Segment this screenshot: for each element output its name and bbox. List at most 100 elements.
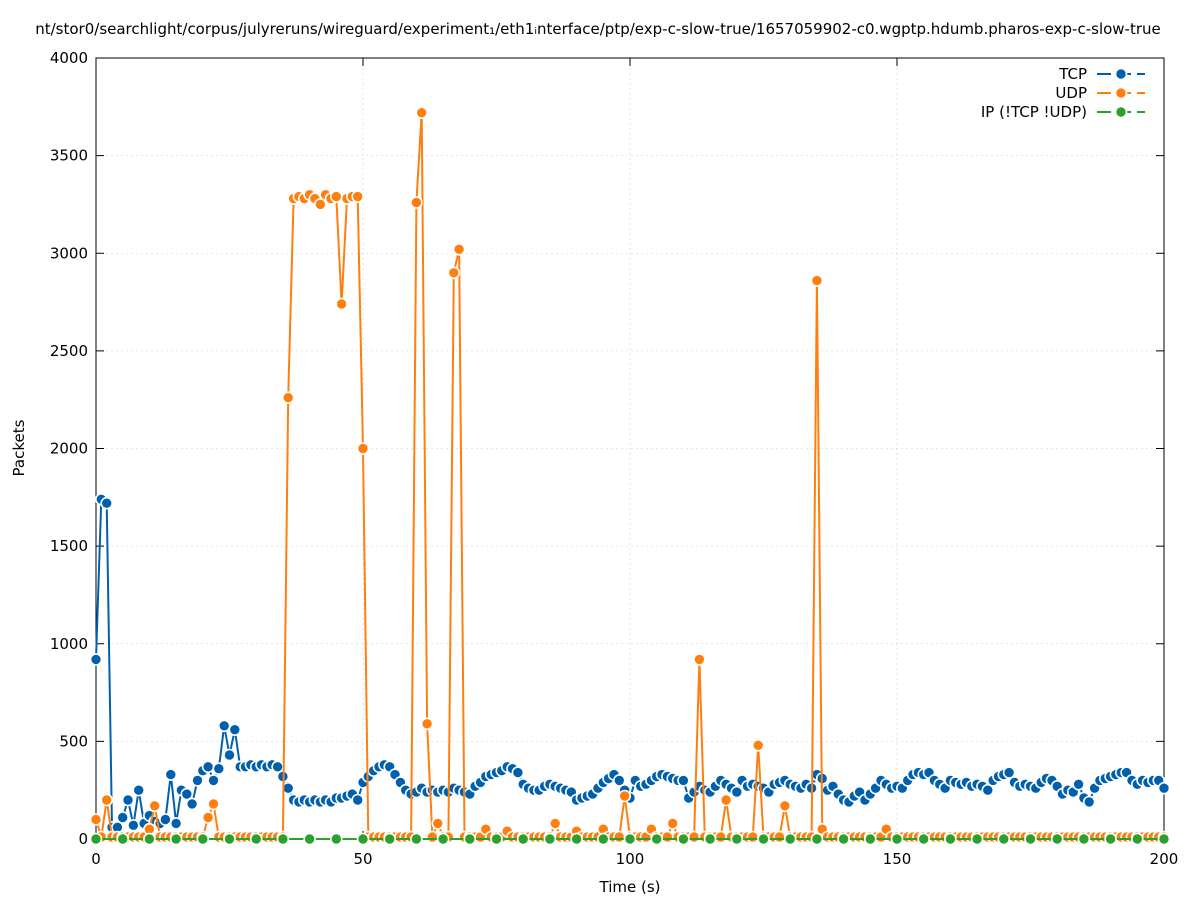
data-point	[618, 789, 632, 803]
data-point	[661, 830, 674, 844]
legend-swatch-marker	[1114, 105, 1128, 119]
data-point	[693, 653, 706, 666]
data-point	[623, 832, 637, 846]
data-point	[191, 774, 204, 787]
data-point	[185, 797, 199, 811]
data-point	[944, 832, 957, 846]
data-point	[1072, 777, 1085, 791]
data-point	[703, 832, 717, 846]
data-point	[356, 442, 370, 455]
series-layer	[89, 106, 1171, 846]
data-point	[100, 496, 113, 510]
legend-item: UDP	[1055, 84, 1145, 102]
data-point	[751, 738, 765, 752]
data-point	[351, 793, 365, 807]
y-tick-label: 3000	[50, 244, 88, 262]
data-point	[132, 783, 145, 797]
y-tick-label: 3500	[50, 147, 88, 165]
data-point	[548, 817, 562, 830]
data-point	[447, 266, 461, 280]
legend-label: TCP	[1058, 65, 1087, 83]
data-point	[223, 832, 236, 846]
x-tick-label: 50	[353, 850, 372, 868]
data-point	[207, 797, 220, 811]
data-point	[148, 799, 161, 813]
data-point	[335, 297, 348, 311]
y-tick-label: 500	[59, 732, 88, 750]
data-point	[463, 832, 477, 846]
data-point	[612, 774, 626, 787]
data-point	[116, 811, 129, 824]
data-point	[127, 818, 140, 832]
data-point	[420, 717, 434, 731]
data-point	[837, 832, 850, 846]
data-point	[1024, 832, 1037, 846]
data-point	[757, 832, 770, 846]
legend-swatch-marker	[1114, 86, 1128, 100]
data-point	[677, 774, 690, 787]
data-point	[164, 768, 178, 781]
series-0	[89, 492, 1171, 834]
data-point	[687, 830, 701, 844]
data-point	[890, 832, 904, 846]
legend-label: UDP	[1055, 84, 1087, 102]
data-point	[313, 198, 327, 211]
legend-label: IP (!TCP !UDP)	[981, 103, 1087, 121]
data-point	[810, 832, 824, 846]
data-point	[730, 832, 744, 846]
y-tick-label: 4000	[50, 49, 88, 67]
chart-title: nt/stor0/searchlight/corpus/julyreruns/w…	[35, 20, 1161, 38]
data-point	[212, 762, 226, 776]
data-point	[730, 785, 744, 799]
data-point	[714, 830, 728, 844]
data-point	[612, 830, 626, 844]
data-point	[356, 832, 370, 846]
data-point	[997, 832, 1011, 846]
data-point	[863, 832, 877, 846]
data-point	[436, 832, 450, 846]
data-point	[719, 793, 733, 807]
data-point	[410, 832, 423, 846]
data-point	[329, 832, 343, 846]
y-tick-label: 2000	[50, 440, 88, 458]
data-point	[431, 817, 445, 830]
data-point	[981, 783, 995, 797]
data-point	[143, 832, 156, 846]
data-point	[223, 748, 236, 762]
data-point	[121, 793, 135, 807]
data-point	[490, 832, 503, 846]
x-tick-label: 0	[91, 850, 101, 868]
data-point	[810, 274, 824, 287]
data-point	[180, 787, 194, 801]
data-point	[1104, 832, 1117, 846]
data-point	[89, 813, 103, 826]
data-point	[1077, 832, 1091, 846]
grid	[96, 58, 1164, 839]
data-point	[196, 832, 210, 846]
legend-swatch-marker	[1114, 67, 1128, 81]
data-point	[773, 830, 786, 844]
x-tick-label: 150	[883, 850, 912, 868]
data-point	[666, 817, 680, 830]
data-point	[917, 832, 931, 846]
data-point	[596, 832, 610, 846]
x-axis-label: Time (s)	[599, 878, 661, 896]
data-point	[511, 766, 525, 779]
series-2	[89, 832, 1171, 846]
data-point	[159, 813, 172, 826]
x-tick-label: 200	[1150, 850, 1179, 868]
data-point	[217, 719, 231, 733]
data-point	[415, 106, 429, 119]
data-point	[89, 832, 103, 846]
data-point	[116, 832, 129, 846]
data-point	[570, 832, 583, 846]
data-point	[1050, 832, 1064, 846]
legend-item: IP (!TCP !UDP)	[981, 103, 1145, 121]
data-point	[276, 832, 290, 846]
data-point	[410, 196, 423, 209]
y-tick-label: 1000	[50, 635, 88, 653]
data-point	[228, 723, 242, 737]
data-point	[1131, 832, 1144, 846]
